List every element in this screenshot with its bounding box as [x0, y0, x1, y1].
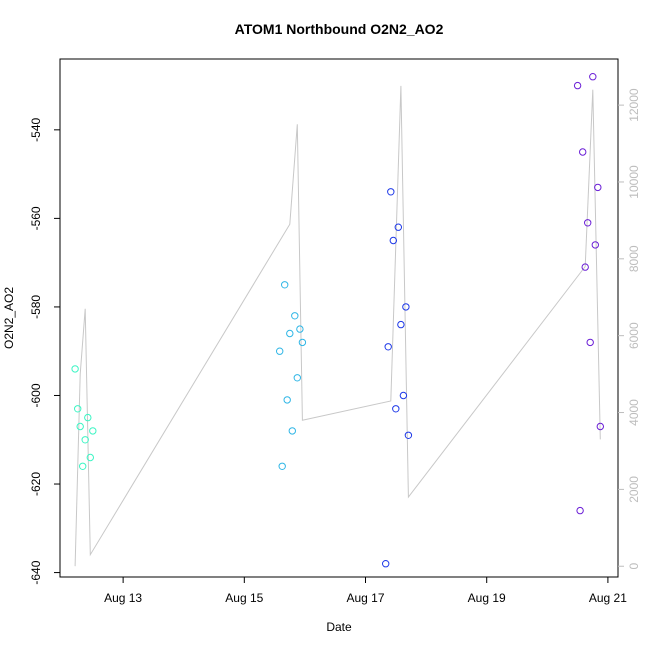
data-point-s0-3 [79, 462, 87, 470]
data-point-s2-7 [399, 391, 408, 400]
data-point-s3-8 [594, 183, 602, 192]
y2-tick-label: 6000 [627, 322, 641, 349]
data-point-s0-5 [84, 413, 92, 422]
data-point-s1-8 [296, 325, 304, 333]
data-point-s0-4 [81, 436, 89, 444]
data-point-s0-0 [71, 365, 79, 373]
data-point-s2-5 [394, 223, 402, 231]
data-point-s0-6 [86, 453, 95, 462]
data-point-s3-7 [591, 241, 599, 249]
y2-axis: 0 2000 4000 6000 8000 10000 12000 [618, 88, 641, 570]
y2-tick-label: 10000 [627, 165, 641, 199]
data-point-s1-1 [278, 462, 286, 470]
data-point-s2-8 [402, 303, 410, 311]
y2-tick-label: 12000 [627, 88, 641, 122]
x-tick-label: Aug 21 [589, 591, 627, 605]
y-tick-label: -640 [29, 560, 43, 584]
y-tick-label: -620 [29, 472, 43, 496]
data-point-s1-3 [283, 396, 291, 404]
x-axis: Aug 13 Aug 15 Aug 17 Aug 19 Aug 21 [104, 577, 627, 605]
secondary-line [74, 85, 601, 567]
chart-title: ATOM1 Northbound O2N2_AO2 [235, 21, 444, 37]
secondary-series-group [74, 85, 601, 567]
y-tick-label: -580 [29, 295, 43, 319]
data-point-s0-1 [74, 405, 82, 413]
data-point-s2-3 [389, 236, 397, 245]
data-point-s3-3 [581, 263, 589, 271]
data-point-s3-6 [589, 73, 597, 81]
data-point-s1-9 [298, 338, 307, 347]
data-point-s3-9 [596, 422, 604, 431]
y2-tick-label: 2000 [627, 476, 641, 503]
x-tick-label: Aug 15 [225, 591, 263, 605]
data-point-s3-4 [584, 219, 592, 227]
x-axis-label: Date [326, 620, 352, 634]
data-point-s1-4 [286, 329, 294, 338]
y-tick-label: -600 [29, 383, 43, 407]
data-point-s0-2 [76, 422, 84, 431]
data-point-s1-7 [293, 374, 301, 382]
data-point-s1-0 [276, 347, 284, 355]
y2-tick-label: 4000 [627, 399, 641, 426]
data-point-s2-1 [384, 343, 392, 351]
data-point-s3-0 [573, 81, 582, 90]
y2-tick-label: 8000 [627, 245, 641, 272]
data-point-s2-6 [397, 320, 405, 329]
x-tick-label: Aug 17 [346, 591, 384, 605]
data-point-s1-6 [291, 312, 299, 320]
data-point-s3-1 [576, 506, 584, 515]
y-axis-label: O2N2_AO2 [2, 287, 16, 349]
plot-frame [59, 58, 619, 578]
x-tick-label: Aug 19 [468, 591, 506, 605]
data-point-s2-0 [382, 560, 390, 568]
y-tick-label: -560 [29, 206, 43, 230]
y-axis: -540 -560 -580 -600 -620 -640 [29, 117, 60, 585]
data-point-s2-9 [404, 431, 413, 439]
y-tick-label: -540 [29, 117, 43, 141]
data-point-s2-4 [392, 405, 400, 413]
data-point-s3-2 [579, 148, 587, 156]
data-point-s0-7 [89, 427, 97, 435]
x-tick-label: Aug 13 [104, 591, 142, 605]
data-point-s2-2 [387, 188, 395, 196]
data-point-s3-5 [586, 338, 594, 347]
data-point-s1-2 [281, 281, 289, 289]
data-point-s1-5 [288, 427, 296, 435]
y2-tick-label: 0 [627, 563, 641, 570]
data-points-group [71, 73, 604, 568]
